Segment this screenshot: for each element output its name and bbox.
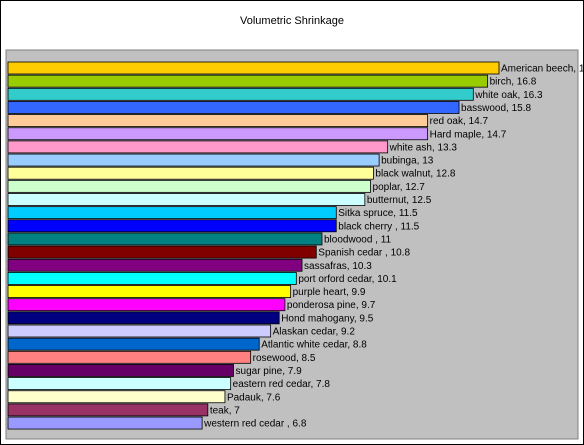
bar-label: Alaskan cedar, 9.2 <box>273 327 356 338</box>
bar <box>7 245 317 259</box>
bar-label: ponderosa pine, 9.7 <box>287 300 376 311</box>
bar <box>7 324 272 338</box>
bar-label: black cherry , 11.5 <box>338 221 419 232</box>
bar <box>7 166 374 180</box>
bar-label: American beech, 17.2 <box>501 64 583 75</box>
chart-title: Volumetric Shrinkage <box>240 15 344 27</box>
bar-label: western red cedar , 6.8 <box>203 419 307 430</box>
bar-label: purple heart, 9.9 <box>293 287 366 298</box>
bar <box>7 271 297 285</box>
bar <box>7 153 380 167</box>
bar <box>7 298 286 312</box>
bar-label: white oak, 16.3 <box>474 90 543 101</box>
bar <box>7 87 474 101</box>
bar-label: Hard maple, 14.7 <box>430 129 507 140</box>
bar-label: black walnut, 12.8 <box>375 169 455 180</box>
bar <box>7 350 252 364</box>
bar <box>7 61 500 75</box>
bar <box>7 337 260 351</box>
bar <box>7 114 429 127</box>
bar-label: bloodwood , 11 <box>324 234 392 245</box>
bar-label: rosewood, 8.5 <box>253 353 316 364</box>
bar <box>7 364 234 377</box>
bar-label: eastern red cedar, 7.8 <box>233 379 331 390</box>
bar-label: Hond mahogany, 9.5 <box>281 313 374 324</box>
bar <box>7 101 460 114</box>
bar <box>7 206 337 220</box>
bar <box>7 74 488 88</box>
bar-label: Padauk, 7.6 <box>227 392 281 403</box>
bar <box>7 179 371 193</box>
bar <box>7 403 209 417</box>
bar <box>7 140 389 154</box>
bar <box>7 377 232 391</box>
bar-label: sassafras, 10.3 <box>304 261 372 272</box>
bar <box>7 127 429 141</box>
bar-label: teak, 7 <box>210 405 240 416</box>
bar-label: bubinga, 13 <box>381 156 434 167</box>
bar-label: Atlantic white cedar, 8.8 <box>261 340 367 351</box>
bar-label: birch, 16.8 <box>490 77 537 88</box>
bar-label: white ash, 13.3 <box>389 142 458 153</box>
bar <box>7 219 337 233</box>
bar <box>7 416 203 430</box>
bar-label: Spanish cedar , 10.8 <box>318 248 410 259</box>
bar <box>7 390 226 404</box>
bar-label: port orford cedar, 10.1 <box>298 274 397 285</box>
bar-label: basswood, 15.8 <box>461 103 531 114</box>
bar-label: sugar pine, 7.9 <box>236 366 303 377</box>
bar <box>7 193 366 206</box>
bar <box>7 258 303 272</box>
bar-label: poplar, 12.7 <box>373 182 426 193</box>
bar <box>7 311 280 325</box>
bar-label: Sitka spruce, 11.5 <box>338 208 418 219</box>
bar <box>7 285 292 298</box>
bar-label: butternut, 12.5 <box>367 195 432 206</box>
bar-label: red oak, 14.7 <box>430 116 489 127</box>
bar <box>7 232 323 246</box>
